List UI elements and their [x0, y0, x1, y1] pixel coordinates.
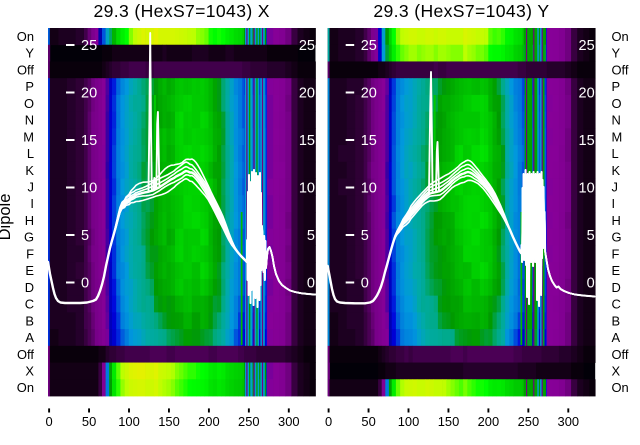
svg-text:10: 10 — [81, 181, 97, 197]
svg-text:0: 0 — [587, 276, 595, 292]
svg-text:P: P — [25, 79, 34, 94]
svg-text:N: N — [25, 113, 34, 128]
svg-text:Off: Off — [612, 62, 629, 77]
svg-text:100: 100 — [398, 414, 420, 429]
svg-text:10: 10 — [579, 181, 595, 197]
svg-text:I: I — [612, 196, 616, 211]
svg-text:N: N — [612, 113, 621, 128]
svg-text:0: 0 — [81, 276, 89, 292]
svg-text:0: 0 — [325, 414, 332, 429]
svg-text:M: M — [612, 129, 623, 144]
svg-text:Y: Y — [25, 46, 34, 61]
svg-text:K: K — [612, 163, 621, 178]
svg-text:H: H — [25, 213, 34, 228]
svg-text:250: 250 — [518, 414, 540, 429]
svg-text:20: 20 — [361, 86, 377, 102]
svg-text:M: M — [23, 129, 34, 144]
svg-text:20: 20 — [81, 86, 97, 102]
svg-text:0: 0 — [307, 276, 315, 292]
svg-text:F: F — [26, 246, 34, 261]
svg-text:5: 5 — [587, 228, 595, 244]
svg-text:B: B — [612, 313, 621, 328]
svg-text:On: On — [612, 29, 629, 44]
svg-text:Dipole: Dipole — [0, 194, 14, 241]
svg-text:G: G — [612, 230, 622, 245]
svg-text:300: 300 — [278, 414, 300, 429]
svg-text:E: E — [25, 263, 34, 278]
svg-text:200: 200 — [198, 414, 220, 429]
svg-text:15: 15 — [579, 133, 595, 149]
svg-text:K: K — [25, 163, 34, 178]
svg-text:C: C — [25, 297, 34, 312]
svg-text:D: D — [612, 280, 621, 295]
svg-text:O: O — [612, 96, 622, 111]
svg-text:Off: Off — [17, 347, 34, 362]
svg-text:300: 300 — [558, 414, 580, 429]
svg-text:50: 50 — [361, 414, 375, 429]
svg-text:P: P — [612, 79, 621, 94]
svg-text:Off: Off — [612, 347, 629, 362]
svg-text:200: 200 — [478, 414, 500, 429]
svg-text:20: 20 — [299, 86, 315, 102]
svg-text:J: J — [612, 180, 618, 195]
svg-text:A: A — [612, 330, 621, 345]
svg-text:150: 150 — [158, 414, 180, 429]
svg-text:A: A — [25, 330, 34, 345]
svg-text:25: 25 — [579, 38, 595, 54]
svg-text:25: 25 — [299, 38, 315, 54]
svg-text:X: X — [25, 364, 34, 379]
svg-text:Off: Off — [17, 62, 34, 77]
svg-text:15: 15 — [81, 133, 97, 149]
svg-text:10: 10 — [361, 181, 377, 197]
svg-text:50: 50 — [82, 414, 96, 429]
svg-text:20: 20 — [579, 86, 595, 102]
svg-text:On: On — [17, 29, 34, 44]
svg-text:10: 10 — [299, 181, 315, 197]
svg-text:25: 25 — [361, 38, 377, 54]
svg-text:H: H — [612, 213, 621, 228]
svg-text:5: 5 — [361, 228, 369, 244]
svg-text:5: 5 — [307, 228, 315, 244]
svg-text:29.3 (HexS7=1043) X: 29.3 (HexS7=1043) X — [94, 1, 270, 21]
svg-text:29.3 (HexS7=1043) Y: 29.3 (HexS7=1043) Y — [373, 1, 549, 21]
svg-text:L: L — [27, 146, 34, 161]
svg-text:5: 5 — [81, 228, 89, 244]
svg-text:X: X — [612, 364, 621, 379]
svg-text:250: 250 — [238, 414, 260, 429]
svg-text:C: C — [612, 297, 621, 312]
svg-text:100: 100 — [118, 414, 140, 429]
svg-text:Y: Y — [612, 46, 621, 61]
svg-text:150: 150 — [438, 414, 460, 429]
svg-text:15: 15 — [299, 133, 315, 149]
svg-text:B: B — [25, 313, 34, 328]
svg-text:L: L — [612, 146, 619, 161]
svg-text:O: O — [24, 96, 34, 111]
svg-text:I: I — [30, 196, 34, 211]
svg-text:D: D — [25, 280, 34, 295]
svg-text:0: 0 — [361, 276, 369, 292]
svg-text:25: 25 — [81, 38, 97, 54]
svg-text:E: E — [612, 263, 621, 278]
svg-text:G: G — [24, 230, 34, 245]
svg-text:On: On — [17, 380, 34, 395]
svg-text:15: 15 — [361, 133, 377, 149]
svg-text:J: J — [28, 180, 34, 195]
svg-text:F: F — [612, 246, 620, 261]
svg-text:On: On — [612, 380, 629, 395]
svg-text:0: 0 — [46, 414, 53, 429]
